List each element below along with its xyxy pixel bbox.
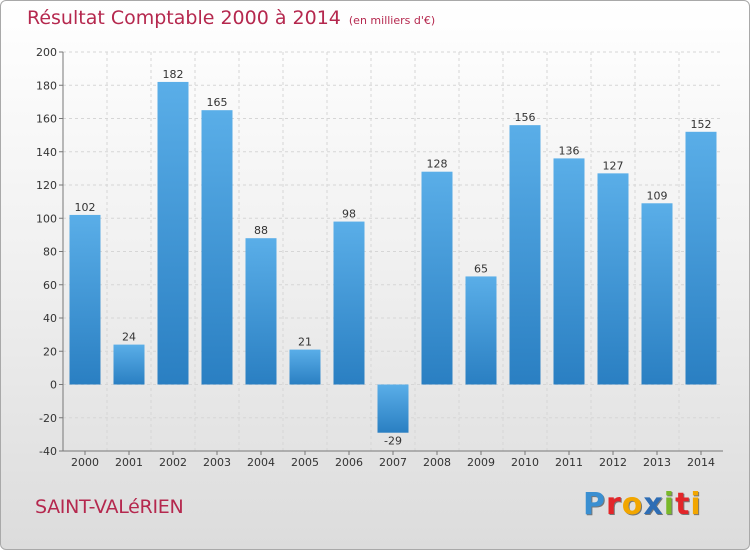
title-row: Résultat Comptable 2000 à 2014 (en millie… <box>27 7 435 29</box>
logo-letter: t <box>675 487 691 522</box>
y-tick-label: 40 <box>43 312 57 325</box>
x-tick-label: 2004 <box>247 456 275 469</box>
x-tick-label: 2006 <box>335 456 363 469</box>
logo-letter: i <box>690 487 702 522</box>
data-label: 24 <box>122 331 136 344</box>
bar <box>553 158 585 385</box>
data-label: 156 <box>515 111 536 124</box>
town-name: SAINT-VALéRIEN <box>35 496 184 518</box>
x-tick-label: 2014 <box>687 456 715 469</box>
data-label: 98 <box>342 208 356 221</box>
bar <box>641 203 673 385</box>
y-tick-label: -40 <box>39 445 57 458</box>
bar <box>509 125 541 385</box>
y-tick-label: 160 <box>36 113 57 126</box>
bar <box>465 276 497 385</box>
bar <box>201 110 233 385</box>
x-tick-label: 2000 <box>71 456 99 469</box>
y-tick-label: 80 <box>43 246 57 259</box>
data-label: 88 <box>254 224 268 237</box>
x-tick-label: 2007 <box>379 456 407 469</box>
y-tick-label: -20 <box>39 412 57 425</box>
bar <box>333 221 365 385</box>
data-label: 109 <box>647 189 668 202</box>
logo-letter: x <box>643 487 664 522</box>
logo-letter: P <box>583 487 606 522</box>
bar <box>69 214 101 385</box>
bar <box>245 238 277 385</box>
bar <box>113 344 145 385</box>
data-label: 165 <box>207 96 228 109</box>
data-label: 127 <box>603 159 624 172</box>
y-tick-label: 60 <box>43 279 57 292</box>
data-label: -29 <box>384 435 402 448</box>
axes: -40 -20 0 20 40 60 80 100 120 140 160 180 200 2000 200… <box>36 46 723 469</box>
data-label: 182 <box>163 68 184 81</box>
bar <box>377 384 409 433</box>
y-tick-label: 140 <box>36 146 57 159</box>
y-tick-label: 200 <box>36 46 57 59</box>
data-label: 152 <box>691 118 712 131</box>
x-tick-label: 2002 <box>159 456 187 469</box>
data-label: 21 <box>298 336 312 349</box>
data-label: 136 <box>559 144 580 157</box>
bar <box>289 349 321 385</box>
logo-letter: o <box>621 487 644 522</box>
x-tick-label: 2001 <box>115 456 143 469</box>
x-tick-label: 2012 <box>599 456 627 469</box>
x-tick-label: 2010 <box>511 456 539 469</box>
chart-subtitle: (en milliers d'€) <box>348 14 436 27</box>
x-tick-label: 2005 <box>291 456 319 469</box>
y-tick-label: 0 <box>50 379 57 392</box>
chart-title: Résultat Comptable 2000 à 2014 <box>27 7 341 29</box>
data-label: 128 <box>427 158 448 171</box>
logo-letter: i <box>663 487 676 522</box>
x-tick-label: 2009 <box>467 456 495 469</box>
bar <box>421 171 453 385</box>
bar <box>157 81 189 385</box>
y-tick-label: 20 <box>43 345 57 358</box>
x-tick-label: 2013 <box>643 456 671 469</box>
data-label: 102 <box>75 201 96 214</box>
data-label: 65 <box>474 262 488 275</box>
y-tick-label: 100 <box>36 212 57 225</box>
x-tick-label: 2003 <box>203 456 231 469</box>
y-tick-label: 120 <box>36 179 57 192</box>
data-labels: 102 24 182 165 88 21 98 -29 128 65 156 136 127 109 152 <box>75 68 712 448</box>
bars <box>69 81 717 433</box>
bar <box>685 131 717 385</box>
y-tick-label: 180 <box>36 79 57 92</box>
x-tick-label: 2011 <box>555 456 583 469</box>
x-tick-label: 2008 <box>423 456 451 469</box>
proxiti-logo[interactable]: Proxiti <box>583 487 702 522</box>
bar <box>597 173 629 385</box>
logo-letter: r <box>606 487 622 522</box>
